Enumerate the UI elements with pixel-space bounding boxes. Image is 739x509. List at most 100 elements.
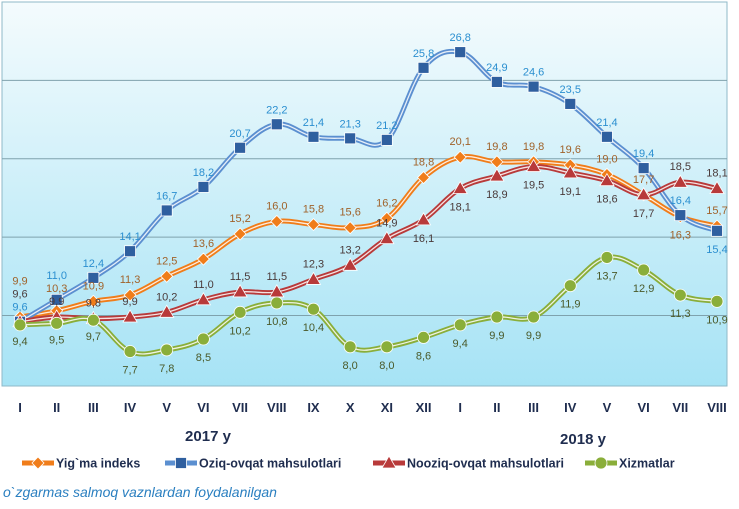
data-label: 19,6: [560, 144, 581, 156]
data-label: 18,2: [193, 167, 214, 179]
data-point-oziq-ovqat-mahsulotlari: [674, 209, 687, 222]
data-point-oziq-ovqat-mahsulotlari: [637, 162, 650, 175]
legend-label: Yig`ma indeks: [56, 457, 140, 471]
data-label: 11,3: [670, 308, 691, 320]
x-tick-label: V: [162, 400, 171, 415]
data-point-yig-ma-indeks: [416, 170, 431, 185]
data-label: 20,1: [449, 136, 470, 148]
x-tick-label: VI: [197, 400, 209, 415]
data-label: 7,7: [122, 365, 137, 377]
x-tick-label: XI: [381, 400, 393, 415]
data-point-oziq-ovqat-mahsulotlari: [307, 130, 320, 143]
data-point-oziq-ovqat-mahsulotlari: [270, 118, 283, 131]
data-point-xizmatlar: [233, 305, 247, 319]
data-point-yig-ma-indeks: [86, 294, 100, 308]
data-label: 9,9: [49, 296, 64, 308]
data-label: 16,4: [670, 195, 691, 207]
data-label: 11,0: [193, 279, 214, 291]
data-label: 16,3: [670, 230, 691, 242]
data-point-xizmatlar: [270, 296, 284, 310]
data-point-nooziq-ovqat-mahsulotlari: [305, 271, 322, 285]
x-tick-label: X: [346, 400, 355, 415]
data-point-xizmatlar: [417, 331, 430, 344]
data-point-xizmatlar: [160, 343, 174, 357]
data-point-xizmatlar: [13, 318, 27, 332]
x-tick-label: II: [493, 400, 500, 415]
data-label: 19,1: [560, 186, 581, 198]
data-label: 8,0: [379, 360, 394, 372]
data-label: 18,1: [449, 202, 470, 214]
data-label: 13,2: [339, 244, 360, 256]
data-point-nooziq-ovqat-mahsulotlari: [562, 165, 578, 179]
data-label: 17,7: [633, 208, 654, 220]
data-label: 24,6: [523, 67, 544, 79]
x-tick-label: III: [528, 400, 539, 415]
data-label: 9,9: [12, 276, 27, 288]
legend-marker-diamond-icon: [31, 456, 45, 470]
data-point-xizmatlar: [563, 279, 577, 293]
data-point-oziq-ovqat-mahsulotlari: [711, 224, 723, 237]
data-label: 12,5: [156, 255, 177, 267]
data-point-xizmatlar: [123, 345, 137, 358]
data-point-yig-ma-indeks: [306, 217, 321, 232]
x-tick-label: VIII: [707, 400, 727, 415]
x-tick-label: VII: [672, 400, 688, 415]
data-label: 11,3: [120, 274, 141, 286]
data-label: 11,0: [46, 270, 67, 282]
legend-label: Oziq-ovqat mahsulotlari: [199, 457, 341, 471]
data-point-xizmatlar: [673, 288, 687, 302]
data-point-nooziq-ovqat-mahsulotlari: [452, 180, 468, 194]
data-label: 14,9: [376, 218, 397, 230]
data-point-xizmatlar: [600, 251, 614, 264]
x-tick-label: VIII: [267, 400, 287, 415]
data-point-nooziq-ovqat-mahsulotlari: [159, 304, 175, 318]
data-label: 8,5: [196, 352, 211, 364]
data-point-oziq-ovqat-mahsulotlari: [197, 181, 210, 193]
legend-marker-square-icon: [175, 457, 187, 469]
data-point-oziq-ovqat-mahsulotlari: [454, 46, 467, 59]
data-point-yig-ma-indeks: [380, 211, 394, 225]
data-point-oziq-ovqat-mahsulotlari: [564, 97, 577, 110]
data-label: 8,6: [416, 350, 431, 362]
data-label: 15,2: [229, 213, 250, 225]
data-point-yig-ma-indeks: [196, 252, 210, 266]
legend-label: Nooziq-ovqat mahsulotlari: [407, 457, 564, 471]
legend-marker-circle-icon: [594, 456, 608, 470]
data-label: 18,9: [486, 189, 507, 201]
data-label: 20,7: [229, 128, 250, 140]
data-point-oziq-ovqat-mahsulotlari: [490, 76, 503, 88]
data-point-xizmatlar: [197, 332, 210, 346]
data-point-xizmatlar: [637, 263, 651, 277]
data-label: 19,8: [523, 141, 544, 153]
data-label: 9,6: [12, 289, 27, 301]
data-label: 15,8: [303, 204, 324, 216]
data-point-yig-ma-indeks: [270, 214, 284, 228]
legend: Yig`ma indeks Oziq-ovqat mahsulotlari Nooz…: [22, 455, 675, 471]
data-point-nooziq-ovqat-mahsulotlari: [122, 309, 138, 323]
data-label: 21,3: [339, 118, 360, 130]
data-point-yig-ma-indeks: [233, 227, 247, 241]
data-label: 23,5: [560, 84, 581, 96]
data-label: 16,1: [413, 233, 434, 245]
data-label: 7,8: [159, 363, 174, 375]
data-label: 18,6: [596, 194, 617, 206]
year-label-2018: 2018 y: [560, 431, 607, 448]
data-point-oziq-ovqat-mahsulotlari: [160, 204, 173, 217]
footnote: o`zgarmas salmoq vaznlardan foydalanilga…: [3, 484, 277, 500]
data-label: 26,8: [449, 32, 470, 44]
data-label: 10,2: [229, 325, 250, 337]
data-label: 24,9: [486, 62, 507, 74]
data-label: 16,7: [156, 190, 177, 202]
data-label: 13,6: [193, 238, 214, 250]
data-label: 19,8: [486, 141, 507, 153]
x-tick-label: III: [88, 400, 99, 415]
data-point-yig-ma-indeks: [160, 269, 174, 283]
data-label: 18,1: [706, 168, 727, 180]
data-label: 19,5: [523, 180, 544, 192]
x-tick-label: I: [18, 400, 22, 415]
data-point-nooziq-ovqat-mahsulotlari: [672, 174, 689, 188]
data-point-yig-ma-indeks: [453, 150, 467, 164]
data-label: 19,4: [633, 148, 654, 160]
data-point-oziq-ovqat-mahsulotlari: [601, 130, 613, 143]
